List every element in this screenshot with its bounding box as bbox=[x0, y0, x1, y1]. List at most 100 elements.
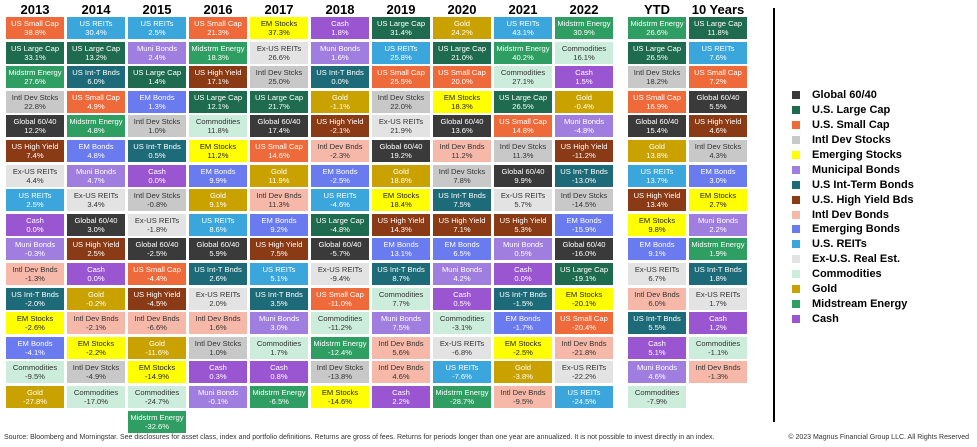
return-cell: US Small Cap 38.8% bbox=[6, 17, 64, 39]
return-cell: Cash 0.3% bbox=[189, 361, 247, 384]
cell-return-value: 26.5% bbox=[512, 101, 534, 111]
cell-return-value: 0.5% bbox=[148, 151, 166, 160]
return-cell: Ex-US REITs 4.4% bbox=[6, 164, 64, 187]
return-cell: US Small Cap 21.3% bbox=[189, 17, 247, 39]
cell-return-value: -15.9% bbox=[571, 224, 597, 234]
cell-return-value: -11.6% bbox=[145, 347, 169, 357]
cell-asset-name: US High Yield bbox=[11, 142, 59, 151]
legend-swatch bbox=[792, 210, 800, 219]
return-cell: US Int-T Bnds 6.0% bbox=[67, 66, 125, 89]
legend-label: Gold bbox=[812, 283, 838, 296]
legend-label: Intl Dev Bonds bbox=[812, 208, 890, 221]
cell-asset-name: Muni Bonds bbox=[197, 388, 239, 397]
return-cell: Intl Dev Bnds -2.1% bbox=[67, 312, 125, 335]
return-cell: US Int-T Bnds -13.0% bbox=[555, 164, 613, 187]
cell-return-value: 5.9% bbox=[209, 249, 227, 259]
return-cell: EM Stocks 18.3% bbox=[433, 90, 491, 113]
cell-return-value: 2.2% bbox=[392, 397, 410, 406]
return-cell: EM Stocks 18.4% bbox=[372, 189, 430, 212]
cell-asset-name: Intl Dev Stcks bbox=[694, 142, 742, 151]
cell-asset-name: EM Bonds bbox=[139, 92, 175, 102]
cell-asset-name: US Small Cap bbox=[499, 117, 547, 127]
cell-return-value: 2.5% bbox=[148, 28, 166, 37]
cell-asset-name: Gold bbox=[392, 166, 410, 176]
cell-asset-name: US Large Cap bbox=[498, 92, 548, 102]
return-cell: Midstrm Energy -32.6% bbox=[128, 410, 186, 433]
cell-asset-name: Intl Dev Bnds bbox=[634, 289, 680, 299]
cell-asset-name: US Large Cap bbox=[254, 92, 304, 102]
return-cell: US Int-T Bnds 1.8% bbox=[689, 263, 747, 285]
cell-asset-name: Global 60/40 bbox=[257, 117, 301, 127]
cell-return-value: 30.4% bbox=[85, 28, 107, 37]
cell-return-value: -2.6% bbox=[25, 323, 45, 333]
return-cell: Intl Dev Stcks 1.0% bbox=[128, 115, 186, 138]
return-cell: US Small Cap 7.2% bbox=[689, 66, 747, 89]
return-cell: US REITs -24.5% bbox=[555, 386, 613, 408]
return-cell: Muni Bonds -4.8% bbox=[555, 115, 613, 138]
cell-return-value: 13.4% bbox=[646, 200, 668, 210]
return-cell: Commodities 11.8% bbox=[189, 115, 247, 138]
return-cell: US High Yield -11.2% bbox=[555, 140, 613, 162]
cell-asset-name: US High Yield bbox=[316, 117, 364, 127]
return-cell: US High Yield 7.5% bbox=[250, 238, 308, 261]
return-cell: Cash 0.0% bbox=[6, 213, 64, 236]
cell-return-value: -7.9% bbox=[647, 397, 667, 406]
cell-asset-name: EM Bonds bbox=[505, 314, 541, 324]
cell-return-value: 5.7% bbox=[514, 200, 532, 210]
cell-asset-name: Muni Bonds bbox=[636, 363, 678, 373]
cell-asset-name: Gold bbox=[453, 19, 471, 28]
cell-return-value: -6.6% bbox=[147, 323, 167, 333]
cell-return-value: 14.8% bbox=[512, 126, 534, 136]
return-cell: Global 60/40 -16.0% bbox=[555, 238, 613, 261]
legend-swatch bbox=[792, 136, 800, 145]
cell-return-value: 0.8% bbox=[270, 372, 288, 382]
cell-return-value: -20.4% bbox=[571, 323, 597, 333]
return-cell: US Int-T Bnds 7.5% bbox=[433, 189, 491, 212]
cell-asset-name: US REITs bbox=[140, 19, 174, 28]
return-cell: US Large Cap -19.1% bbox=[555, 263, 613, 285]
return-cell: Midstrm Energy 30.9% bbox=[555, 17, 613, 39]
cell-return-value: -14.5% bbox=[571, 200, 597, 210]
legend-label: U.S. Large Cap bbox=[812, 104, 891, 117]
cell-return-value: 20.0% bbox=[451, 77, 473, 87]
legend-label: U.S. High Yield Bds bbox=[812, 193, 914, 206]
cell-return-value: 19.2% bbox=[390, 151, 412, 160]
cell-asset-name: US Large Cap bbox=[193, 92, 243, 102]
cell-return-value: -4.6% bbox=[330, 200, 350, 210]
cell-asset-name: Intl Dev Bnds bbox=[195, 314, 241, 324]
cell-asset-name: US Int-T Bnds bbox=[633, 314, 681, 324]
cell-asset-name: Muni Bonds bbox=[75, 166, 117, 176]
cell-asset-name: Commodities bbox=[317, 314, 363, 324]
cell-return-value: -0.1% bbox=[208, 397, 228, 406]
return-cell: Intl Dev Bnds -1.3% bbox=[6, 263, 64, 285]
cell-return-value: -27.8% bbox=[22, 397, 48, 406]
cell-return-value: -9.5% bbox=[513, 397, 533, 406]
cell-asset-name: EM Bonds bbox=[200, 166, 236, 176]
cell-return-value: -22.2% bbox=[571, 372, 597, 382]
cell-asset-name: Cash bbox=[392, 388, 410, 397]
cell-return-value: 2.5% bbox=[26, 200, 44, 210]
cell-asset-name: US Int-T Bnds bbox=[255, 289, 303, 299]
cell-return-value: -20.1% bbox=[571, 298, 597, 308]
cell-asset-name: Gold bbox=[209, 191, 227, 201]
cell-return-value: 6.0% bbox=[87, 77, 105, 87]
cell-asset-name: EM Bonds bbox=[261, 215, 297, 225]
legend-swatch bbox=[792, 180, 800, 189]
cell-return-value: -0.4% bbox=[574, 101, 594, 111]
return-cell: Cash 0.0% bbox=[494, 263, 552, 285]
return-cell: Global 60/40 12.2% bbox=[6, 115, 64, 138]
cell-asset-name: Gold bbox=[26, 388, 44, 397]
legend-item: U.S. REITs bbox=[792, 237, 972, 252]
cell-return-value: 11.8% bbox=[207, 126, 229, 136]
cell-return-value: -21.8% bbox=[571, 347, 597, 357]
return-cell: Intl Dev Bnds 4.6% bbox=[372, 361, 430, 384]
cell-asset-name: EM Stocks bbox=[638, 215, 676, 225]
return-cell: EM Stocks -2.5% bbox=[494, 336, 552, 359]
return-cell: Global 60/40 5.9% bbox=[189, 238, 247, 261]
cell-return-value: -1.1% bbox=[708, 347, 728, 357]
return-cell: Commodities -24.7% bbox=[128, 386, 186, 408]
cell-return-value: -17.0% bbox=[83, 397, 109, 406]
cell-return-value: 21.7% bbox=[268, 101, 290, 111]
cell-asset-name: Ex-US REITs bbox=[378, 117, 424, 127]
cell-return-value: 11.2% bbox=[207, 151, 229, 160]
